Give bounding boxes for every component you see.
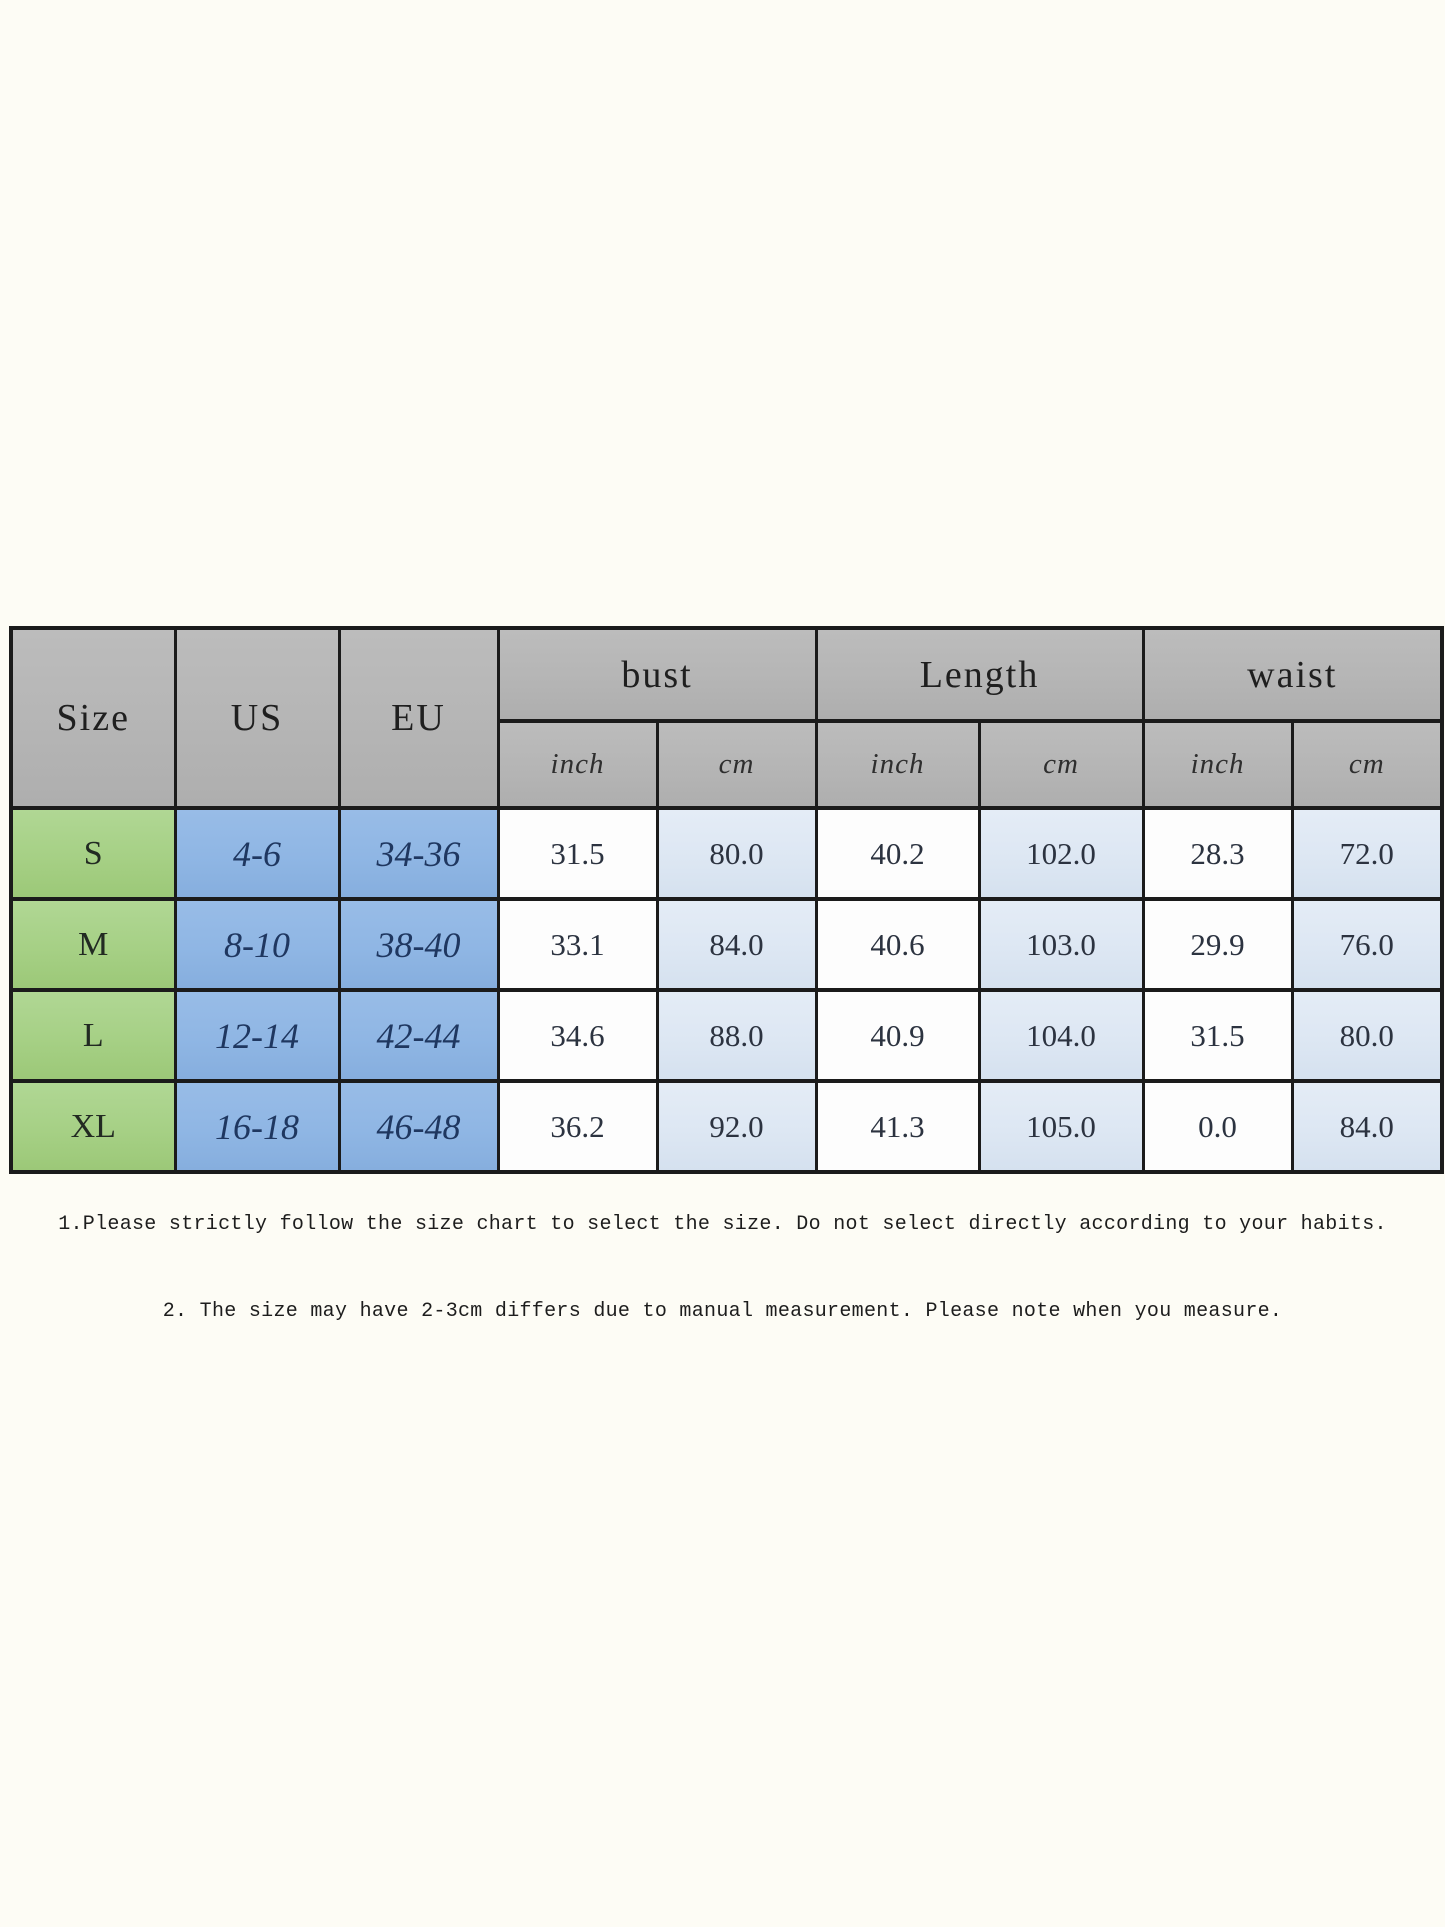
cell-bust-inch: 33.1 <box>496 897 659 992</box>
header-size: Size <box>9 626 177 810</box>
header-eu: EU <box>337 626 500 810</box>
cell-length-inch: 41.3 <box>814 1079 981 1174</box>
size-note-1: 1.Please strictly follow the size chart … <box>58 1213 1387 1236</box>
cell-length-cm: 105.0 <box>977 1079 1145 1174</box>
cell-length-inch: 40.9 <box>814 988 981 1083</box>
cell-waist-inch: 31.5 <box>1141 988 1294 1083</box>
cell-length-cm: 104.0 <box>977 988 1145 1083</box>
table-row-s: S 4-6 34-36 31.5 80.0 40.2 102.0 28.3 72… <box>9 806 1444 901</box>
size-note-2: 2. The size may have 2-3cm differs due t… <box>162 1300 1283 1323</box>
header-length-cm: cm <box>977 719 1145 810</box>
cell-bust-cm: 92.0 <box>655 1079 818 1174</box>
cell-eu: 46-48 <box>337 1079 500 1174</box>
table-row-l: L 12-14 42-44 34.6 88.0 40.9 104.0 31.5 … <box>9 988 1444 1083</box>
cell-eu: 34-36 <box>337 806 500 901</box>
table-row-m: M 8-10 38-40 33.1 84.0 40.6 103.0 29.9 7… <box>9 897 1444 992</box>
cell-size: S <box>9 806 177 901</box>
cell-us: 12-14 <box>173 988 341 1083</box>
cell-bust-inch: 34.6 <box>496 988 659 1083</box>
header-waist: waist <box>1141 626 1444 723</box>
cell-us: 16-18 <box>173 1079 341 1174</box>
header-length-inch: inch <box>814 719 981 810</box>
cell-waist-inch: 28.3 <box>1141 806 1294 901</box>
header-unit-row: inch cm inch cm inch cm <box>11 719 1444 810</box>
header-length: Length <box>814 626 1145 723</box>
cell-size: L <box>9 988 177 1083</box>
size-chart-table: Size US EU bust Length waist inch cm inc… <box>9 626 1445 1174</box>
cell-waist-cm: 84.0 <box>1290 1079 1444 1174</box>
header-group-row: Size US EU bust Length waist <box>9 626 1444 810</box>
header-bust: bust <box>496 626 818 723</box>
cell-length-inch: 40.6 <box>814 897 981 992</box>
cell-length-inch: 40.2 <box>814 806 981 901</box>
header-bust-inch: inch <box>496 719 659 810</box>
table-row-xl: XL 16-18 46-48 36.2 92.0 41.3 105.0 0.0 … <box>9 1079 1444 1174</box>
header-waist-inch: inch <box>1141 719 1294 810</box>
cell-eu: 38-40 <box>337 897 500 992</box>
cell-size: XL <box>9 1079 177 1174</box>
cell-waist-cm: 76.0 <box>1290 897 1444 992</box>
cell-bust-cm: 88.0 <box>655 988 818 1083</box>
cell-length-cm: 103.0 <box>977 897 1145 992</box>
cell-us: 4-6 <box>173 806 341 901</box>
cell-size: M <box>9 897 177 992</box>
header-us: US <box>173 626 341 810</box>
cell-waist-inch: 29.9 <box>1141 897 1294 992</box>
cell-waist-cm: 72.0 <box>1290 806 1444 901</box>
header-waist-cm: cm <box>1290 719 1444 810</box>
cell-bust-inch: 36.2 <box>496 1079 659 1174</box>
cell-length-cm: 102.0 <box>977 806 1145 901</box>
header-bust-cm: cm <box>655 719 818 810</box>
cell-bust-inch: 31.5 <box>496 806 659 901</box>
cell-eu: 42-44 <box>337 988 500 1083</box>
cell-bust-cm: 84.0 <box>655 897 818 992</box>
cell-us: 8-10 <box>173 897 341 992</box>
cell-waist-inch: 0.0 <box>1141 1079 1294 1174</box>
cell-bust-cm: 80.0 <box>655 806 818 901</box>
cell-waist-cm: 80.0 <box>1290 988 1444 1083</box>
